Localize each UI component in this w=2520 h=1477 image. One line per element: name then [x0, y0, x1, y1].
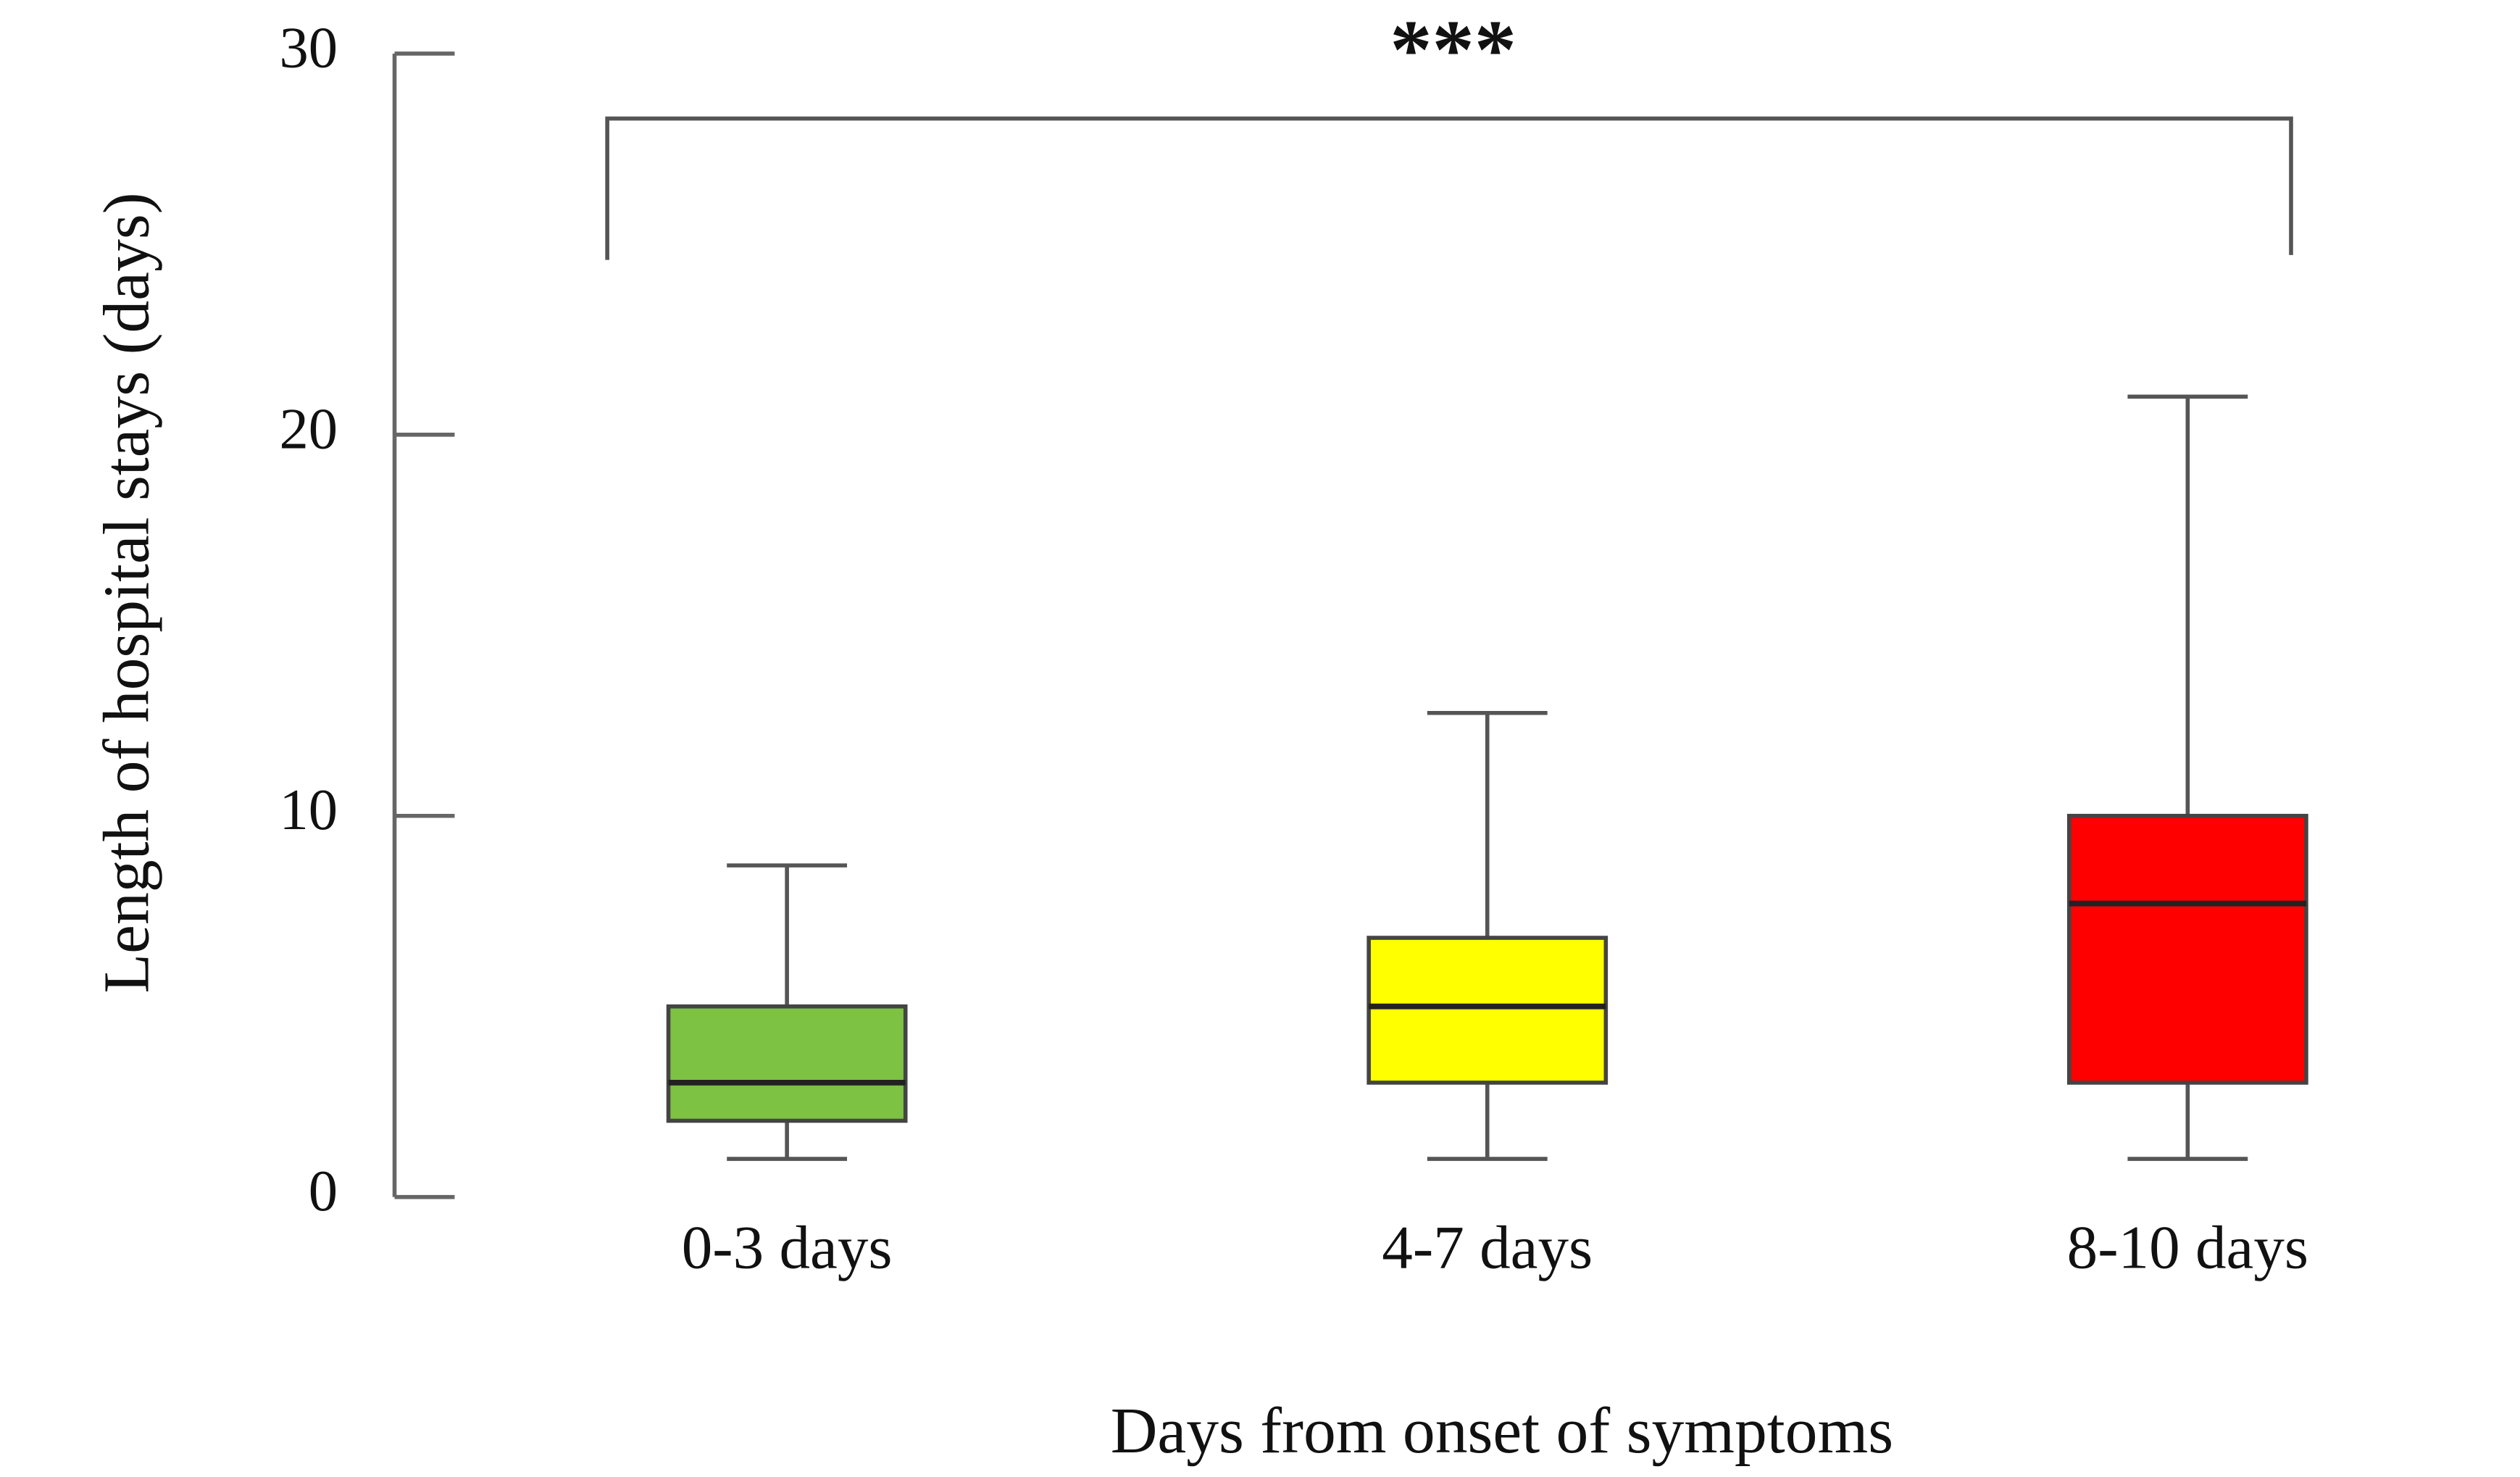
x-tick-label: 8-10 days	[2067, 1214, 2308, 1282]
significance-label: ***	[1390, 3, 1516, 96]
x-tick-label: 0-3 days	[682, 1214, 893, 1282]
box	[1367, 936, 1609, 1085]
box	[2066, 813, 2308, 1085]
y-tick-label: 30	[279, 15, 338, 80]
y-tick-label: 0	[309, 1159, 338, 1223]
significance-bracket	[605, 116, 2293, 260]
x-tick-label: 4-7 days	[1382, 1214, 1593, 1282]
y-tick-label: 10	[279, 778, 338, 842]
y-axis-title: Length of hospital stays (days)	[91, 192, 162, 993]
x-axis-title: Days from onset of symptoms	[1111, 1395, 1893, 1467]
y-tick-label: 20	[279, 396, 338, 461]
box	[666, 1004, 908, 1123]
